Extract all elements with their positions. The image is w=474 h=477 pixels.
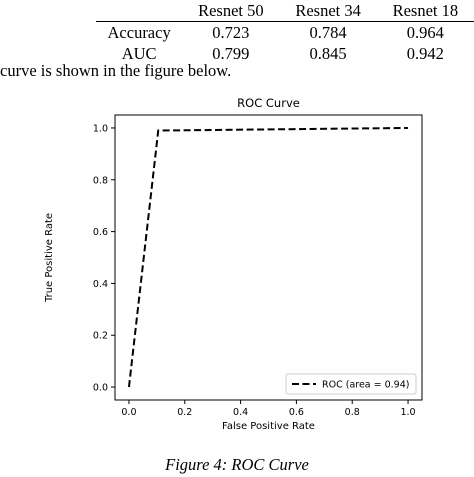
table-header-cell [96,0,182,22]
table-header-cell: Resnet 34 [295,1,361,20]
table-header-cell: Resnet 18 [392,1,459,20]
y-tick-label: 1.0 [93,123,108,134]
table-cell: 0.845 [309,44,347,63]
legend-box [285,373,417,395]
x-tick-label: 0.6 [289,407,304,418]
y-tick-label: 0.0 [93,383,108,394]
legend-label: ROC (area = 0.94) [322,380,409,391]
x-tick-label: 0.8 [345,407,360,418]
x-axis-label: False Positive Rate [222,421,315,432]
figure-caption: Figure 4: ROC Curve [165,455,309,474]
roc-curve-line [127,126,409,388]
x-tick-label: 1.0 [400,407,415,418]
x-tick-label: 0.2 [177,407,192,418]
plot-frame [114,114,423,401]
table-cell: 0.723 [212,23,250,42]
body-text: curve is shown in the figure below. [0,61,232,80]
y-tick-label: 0.8 [93,175,108,186]
chart-title: ROC Curve [237,96,300,110]
table-header-row: Resnet 50 Resnet 34 Resnet 18 [96,0,474,22]
table-cell: 0.942 [406,44,444,63]
x-tick-label: 0.0 [121,407,136,418]
table-row: Accuracy 0.723 0.784 0.964 [96,22,474,44]
roc-chart: ROC Curve 0.0 0.2 0.4 0.6 0.8 1.0 0.0 0.2 0.4 0.6 0… [44,96,423,432]
y-tick-label: 0.2 [93,331,108,342]
results-table: Resnet 50 Resnet 34 Resnet 18 Accuracy 0… [96,0,474,64]
x-tick-label: 0.4 [233,407,248,418]
table-cell: 0.964 [406,23,444,42]
table-row-label: AUC [121,44,157,63]
table-row: AUC 0.799 0.845 0.942 [96,43,474,64]
table-header-cell: Resnet 50 [198,1,264,20]
y-tick-label: 0.6 [93,227,108,238]
table-cell: 0.799 [212,44,250,63]
y-tick-label: 0.4 [93,279,108,290]
y-axis-label: True Positive Rate [44,213,55,303]
table-cell: 0.784 [309,23,347,42]
table-row-label: Accuracy [107,23,171,42]
